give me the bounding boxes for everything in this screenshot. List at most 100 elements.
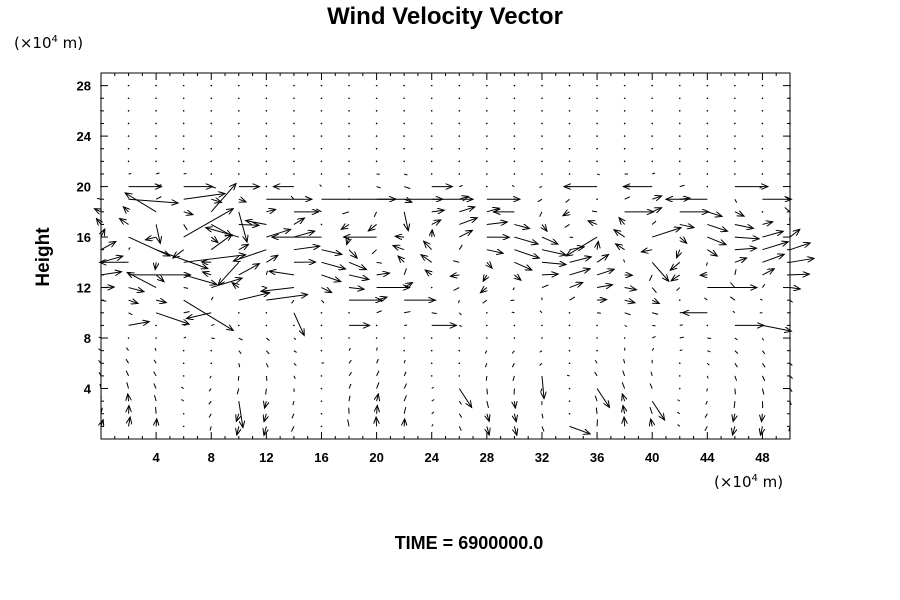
wind-vector (651, 335, 656, 339)
wind-vector (483, 275, 487, 281)
wind-vector (183, 255, 246, 263)
wind-vector (431, 210, 445, 212)
vector-dot (375, 135, 378, 137)
vector-dot (486, 97, 488, 100)
vector-dot (761, 160, 764, 163)
vector-dot (734, 160, 736, 163)
vector-dot (238, 122, 240, 125)
wind-vector (730, 282, 736, 288)
vector-dot (761, 97, 764, 100)
vector-dot (182, 122, 185, 125)
vector-dot (706, 324, 709, 327)
wind-vector (761, 337, 764, 341)
wind-vector (211, 237, 218, 242)
wind-vector (707, 223, 727, 231)
wind-vector (246, 221, 267, 225)
vector-dot (238, 173, 240, 175)
wind-vector (734, 237, 759, 239)
vector-dot (430, 362, 433, 365)
wind-vector (127, 272, 157, 288)
wind-vector (341, 224, 350, 229)
vector-dot (678, 160, 681, 163)
wind-vector (652, 300, 659, 303)
vector-dot (238, 147, 240, 150)
time-label: TIME = 6900000.0 (395, 533, 544, 553)
wind-vector (512, 375, 515, 381)
wind-vector (261, 285, 267, 289)
vector-dot (734, 97, 736, 100)
vector-dot (320, 412, 323, 415)
wind-vector (431, 312, 437, 315)
wind-vector (514, 236, 538, 244)
wind-vector (623, 359, 626, 364)
vector-dot (265, 311, 268, 314)
wind-vector (98, 348, 102, 352)
vector-dot (293, 110, 295, 112)
wind-vector (539, 186, 543, 188)
wind-vector (239, 199, 246, 202)
vector-dot (789, 349, 791, 352)
vector-dot (678, 375, 681, 377)
vector-dot (541, 160, 543, 163)
vector-dot (513, 337, 516, 339)
vector-dot (320, 147, 323, 150)
vector-dot (265, 147, 268, 150)
wind-vector (486, 250, 503, 254)
vector-dot (265, 84, 268, 87)
wind-vector (789, 388, 793, 393)
vector-dot (568, 110, 571, 112)
vector-dot (789, 311, 791, 314)
wind-vector (762, 269, 774, 276)
wind-vector (210, 296, 214, 301)
vector-dot (678, 173, 681, 175)
vector-dot (182, 362, 185, 365)
wind-vector (734, 350, 739, 354)
vector-dot (430, 337, 433, 339)
wind-vector (619, 218, 625, 225)
vector-dot (265, 97, 268, 100)
vector-dot (293, 122, 295, 125)
vector-dot (320, 425, 323, 428)
vector-dot (568, 160, 571, 163)
vector-dot (182, 135, 185, 137)
vector-dot (706, 110, 709, 112)
vector-dot (596, 324, 598, 327)
vector-dot (403, 110, 405, 112)
vector-dot (238, 311, 240, 314)
wind-vector (321, 274, 340, 282)
wind-vector (342, 211, 350, 215)
vector-dot (182, 147, 185, 150)
vector-dot (734, 122, 736, 125)
wind-vector (211, 323, 215, 326)
vector-dot (430, 173, 433, 175)
wind-vector (293, 362, 297, 366)
vector-dot (430, 160, 433, 163)
vector-dot (100, 122, 102, 125)
wind-vector (269, 271, 294, 276)
wind-vector (734, 375, 738, 381)
wind-vector (348, 395, 351, 402)
wind-vector (348, 347, 351, 351)
wind-vector (125, 370, 130, 377)
wind-vector (210, 183, 236, 213)
vector-dot (293, 147, 295, 150)
wind-vector (264, 413, 266, 422)
wind-vector (614, 230, 625, 238)
vector-dot (430, 135, 433, 137)
wind-vector (155, 262, 156, 269)
vector-dot (348, 122, 350, 125)
wind-vector (789, 362, 793, 366)
vector-dot (375, 324, 378, 327)
vector-dot (706, 185, 709, 188)
wind-vector (321, 249, 341, 255)
wind-vector (100, 299, 107, 302)
vector-dot (430, 97, 433, 100)
vector-dot (403, 147, 405, 150)
vector-dot (238, 135, 240, 137)
vector-dot (623, 97, 626, 100)
wind-vector (101, 420, 103, 427)
wind-vector (679, 336, 684, 339)
wind-vector (321, 362, 325, 364)
vector-dot (596, 110, 598, 112)
